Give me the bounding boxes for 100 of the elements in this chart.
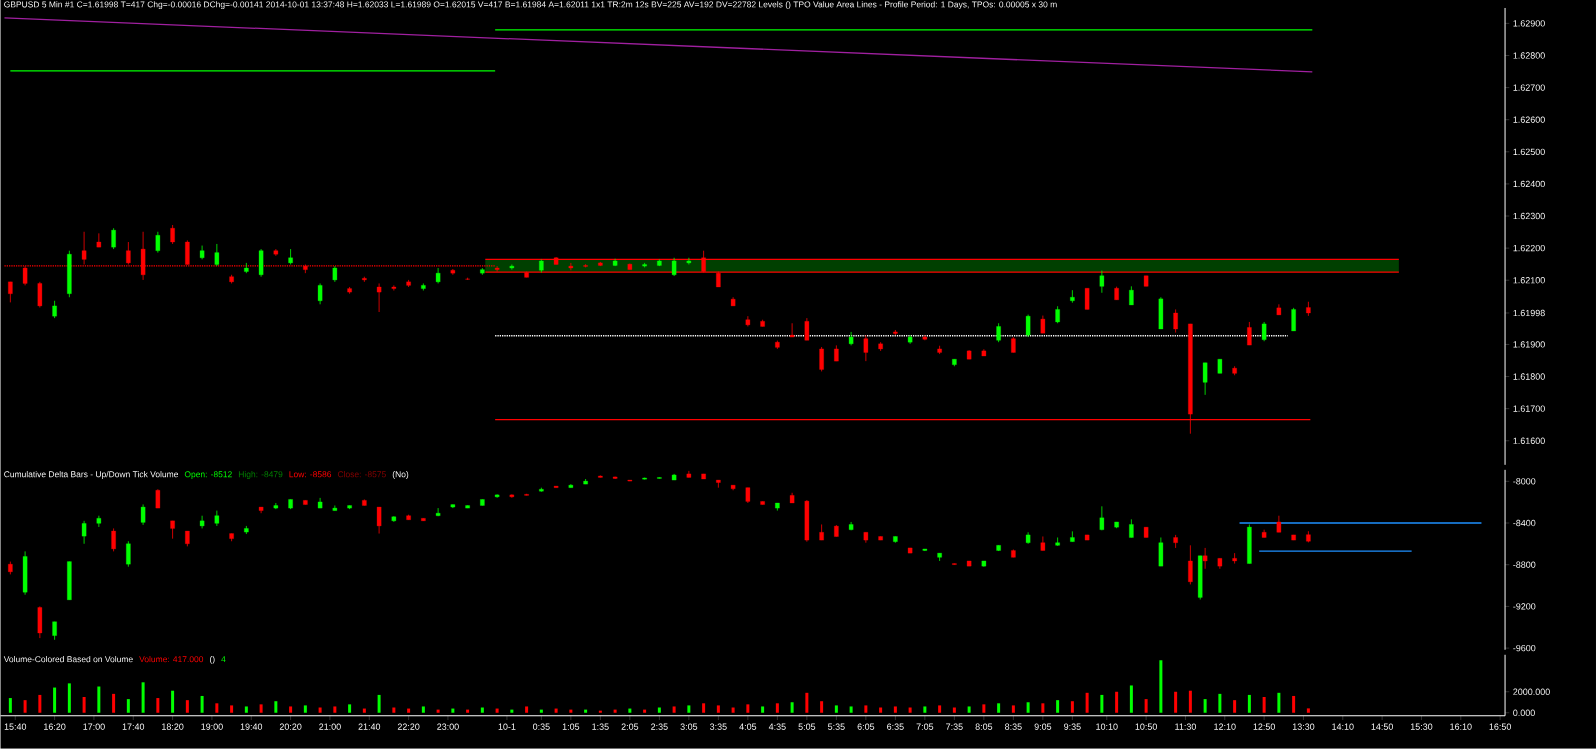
x-tick-label: 19:40: [240, 723, 263, 731]
x-tick-label: 3:35: [709, 723, 727, 731]
bar: [1100, 695, 1104, 713]
bar: [1218, 693, 1222, 713]
bar: [1277, 692, 1281, 713]
bar: [967, 706, 971, 713]
x-tick-label: 6:05: [857, 723, 875, 731]
bar: [1085, 692, 1089, 713]
candlestick: [804, 317, 810, 341]
bar: [289, 706, 293, 713]
bar: [938, 705, 942, 713]
bar: [952, 707, 956, 713]
bar: [1188, 690, 1192, 713]
x-tick-label: 12:10: [1214, 723, 1236, 731]
bar: [893, 706, 897, 713]
bar: [746, 704, 750, 713]
chart-title: GBPUSD 5 Min #1 C=1.61998 T=417 Chg=-0.00016 DChg=-0.00141 2014-10-01 13:37:48 H=1.62033 L=1.61989 O=1.62015 V=417 B=1.61984 A=1.62011 1x1 TR:2m 12s BV=225 AV=192 DV=22782 Levels () TPO Value Area Lines - Profile Period: 1 Days, TPOs: 0.00005 x 30 m: [4, 1, 1057, 10]
bar: [377, 695, 381, 713]
annotation: 4: [221, 656, 226, 663]
x-tick-label: 2:35: [651, 723, 668, 731]
bar: [495, 708, 499, 713]
candlestick: [863, 334, 869, 362]
bar: [421, 706, 425, 713]
bar: [1041, 703, 1045, 713]
x-tick-label: 9:35: [1064, 723, 1081, 731]
annotation: Low: -8586: [289, 471, 332, 478]
candlestick: [155, 231, 161, 254]
y-tick-label: 1.61600: [1513, 437, 1545, 445]
y-tick-label: 1.62800: [1513, 52, 1545, 59]
bar: [274, 701, 278, 713]
candlestick: [376, 506, 382, 535]
x-tick-label: 16:50: [1489, 723, 1511, 731]
y-tick-label: 1.62900: [1513, 20, 1545, 27]
bar: [38, 695, 42, 713]
bar: [436, 709, 440, 713]
candlestick: [332, 505, 338, 512]
x-tick-label: 16:20: [44, 723, 66, 731]
annotation: Volume: 417.000: [139, 656, 204, 663]
candlestick: [170, 224, 175, 245]
candlestick: [111, 528, 116, 552]
annotation: (): [209, 656, 215, 664]
bar: [687, 705, 691, 713]
x-tick-label: 8:05: [975, 723, 993, 731]
x-tick-label: 10:50: [1135, 723, 1157, 731]
bar: [362, 708, 366, 713]
x-tick-label: 6:35: [887, 723, 904, 731]
x-tick-label: 0:35: [532, 723, 550, 731]
bar: [657, 707, 661, 713]
bar: [156, 698, 160, 713]
x-tick-label: 11:30: [1175, 723, 1196, 731]
y-tick-label: 1.62200: [1513, 245, 1545, 252]
annotation: High: -8479: [238, 471, 283, 480]
x-tick-label: 17:00: [83, 723, 105, 731]
x-tick-label: 22:20: [397, 723, 420, 731]
x-tick-label: 13:30: [1292, 723, 1315, 731]
bar: [584, 709, 588, 713]
bar: [1144, 699, 1148, 713]
bar: [628, 708, 632, 713]
candlestick: [214, 243, 220, 267]
y-tick-label: 1.62500: [1513, 148, 1545, 156]
candlestick: [789, 322, 795, 338]
bar: [1174, 691, 1178, 713]
bar: [598, 710, 602, 713]
bar: [451, 708, 455, 713]
bar: [790, 702, 794, 713]
x-tick-label: 14:50: [1371, 723, 1393, 731]
candlestick: [1173, 309, 1178, 334]
bar: [407, 708, 411, 713]
x-tick-label: 21:00: [319, 723, 341, 731]
candlestick: [435, 267, 441, 284]
bar: [53, 687, 57, 713]
y-tick-label: -8000: [1513, 478, 1536, 485]
candlestick: [1025, 314, 1031, 338]
y-tick-label: 1.62400: [1513, 180, 1545, 188]
bar: [480, 707, 484, 713]
bar: [643, 709, 647, 713]
bar: [1011, 705, 1015, 713]
bar: [1026, 702, 1030, 713]
candlestick: [568, 262, 574, 271]
bar: [126, 699, 130, 713]
bar: [1292, 696, 1296, 713]
y-tick-label: 2000.000: [1513, 688, 1550, 696]
bar: [1159, 660, 1163, 713]
x-tick-label: 12:50: [1253, 723, 1275, 731]
bar: [539, 709, 543, 713]
candlestick: [1202, 362, 1208, 396]
candlestick: [1188, 545, 1193, 585]
x-tick-label: 4:35: [768, 723, 786, 731]
candlestick: [1247, 321, 1252, 346]
y-tick-label: 1.62100: [1513, 277, 1545, 284]
x-tick-label: 10-1: [498, 723, 516, 731]
candlestick: [1202, 547, 1208, 570]
bar: [112, 693, 116, 713]
bar: [672, 706, 676, 713]
candlestick: [1158, 537, 1164, 567]
candlestick: [96, 233, 102, 248]
x-tick-label: 21:40: [358, 723, 381, 731]
candlestick: [1070, 289, 1075, 304]
bar: [554, 708, 558, 713]
candlestick: [111, 227, 116, 250]
